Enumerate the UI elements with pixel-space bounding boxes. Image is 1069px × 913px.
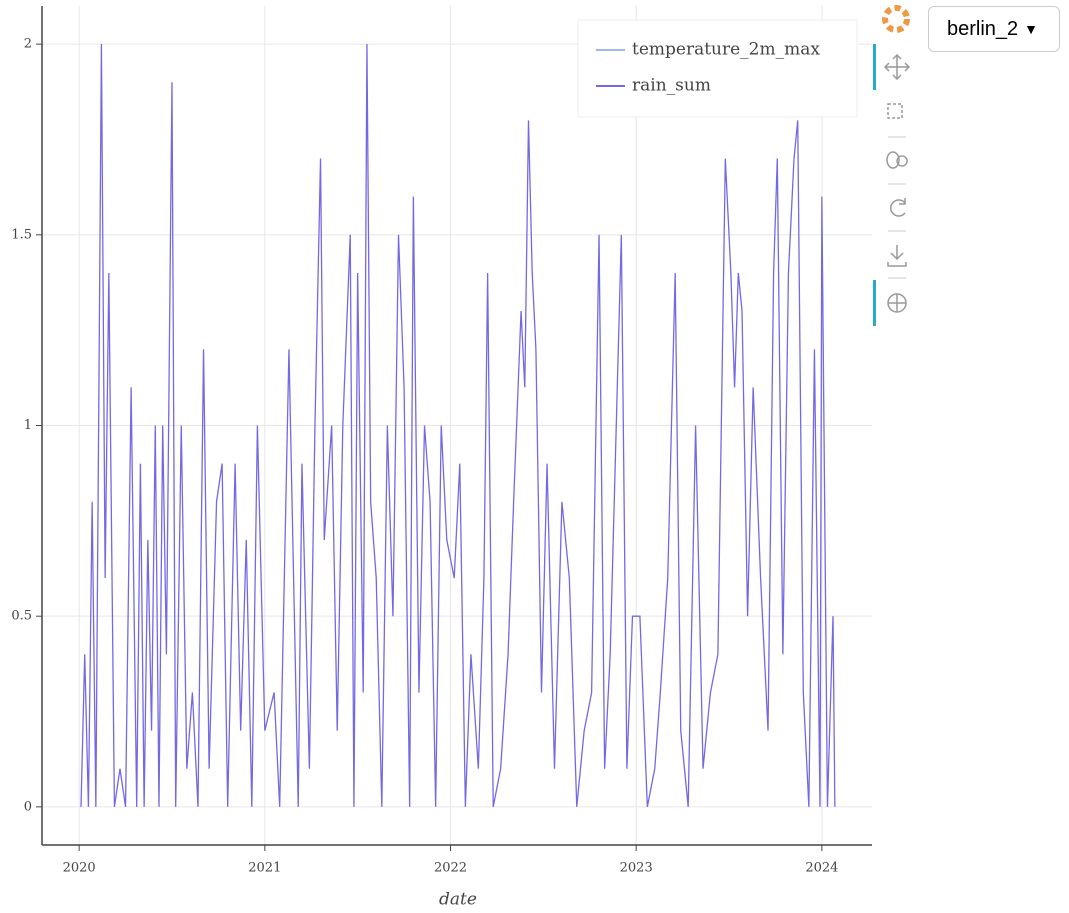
toolbar [873, 5, 911, 326]
y-tick-label: 0 [24, 799, 32, 814]
dropdown-label: berlin_2 [947, 17, 1019, 40]
reset-tool[interactable] [890, 198, 906, 217]
legend-label: temperature_2m_max [632, 40, 820, 60]
legend-label: rain_sum [632, 76, 711, 96]
y-tick-label: 0.5 [11, 609, 32, 624]
logo [882, 5, 910, 33]
x-axis-label: date [439, 890, 477, 910]
dropdown[interactable]: berlin_2 ▼ [928, 6, 1060, 52]
dropdown-caret: ▼ [1024, 21, 1039, 37]
x-tick-label: 2020 [63, 861, 96, 876]
crosshair-lines [888, 294, 906, 312]
x-tick-label: 2021 [248, 861, 281, 876]
x-tick-label: 2024 [805, 861, 838, 876]
active-indicator [873, 44, 876, 90]
x-tick-label: 2023 [620, 861, 653, 876]
pan-tool[interactable] [883, 53, 911, 81]
toolbar-separator [888, 136, 906, 279]
y-tick-label: 2 [24, 37, 32, 52]
x-tick-label: 2022 [434, 861, 467, 876]
y-tick-label: 1 [24, 418, 32, 433]
legend-box [577, 19, 858, 118]
legend: temperature_2m_max rain_sum [577, 19, 858, 118]
save-tool[interactable] [887, 245, 907, 267]
box-zoom-tool[interactable] [887, 103, 903, 119]
active-indicator [873, 280, 876, 326]
y-tick-label: 1.5 [11, 227, 32, 242]
data-line [80, 44, 836, 807]
wheel-zoom-tool[interactable] [886, 151, 908, 169]
plot-area: 0 0.5 1 1.5 2 2020 2021 2022 2023 2024 [11, 6, 872, 876]
